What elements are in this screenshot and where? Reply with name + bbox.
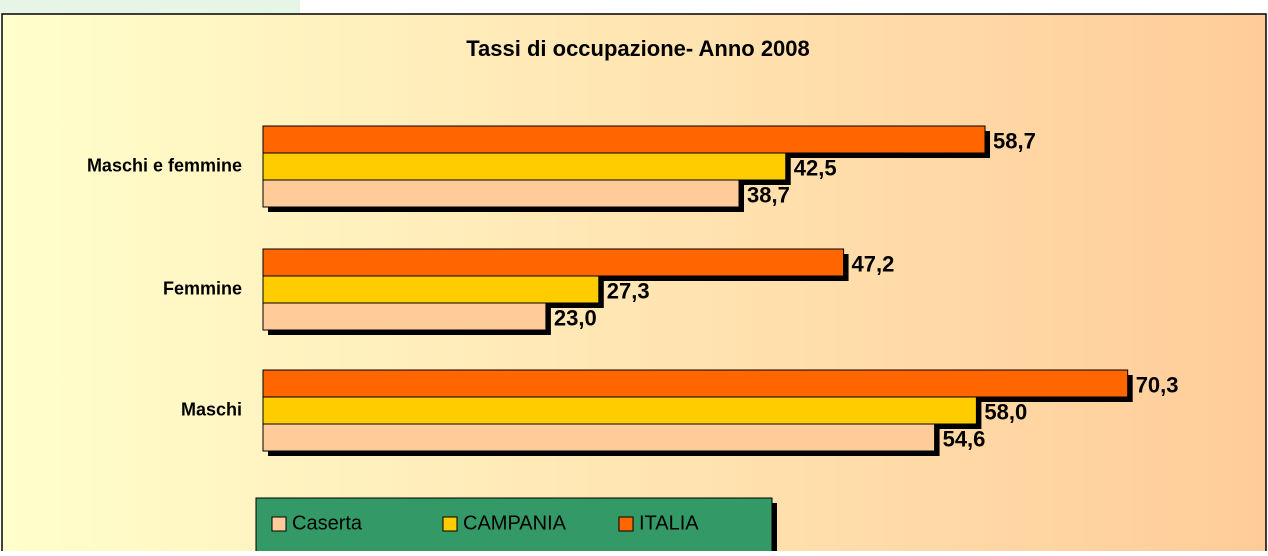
chart-title: Tassi di occupazione- Anno 2008 <box>466 36 810 61</box>
data-label: 70,3 <box>1136 372 1179 397</box>
legend-label: ITALIA <box>639 512 699 534</box>
legend-label: CAMPANIA <box>463 512 567 534</box>
bar <box>262 248 845 277</box>
data-label: 47,2 <box>852 251 895 276</box>
bar <box>262 152 787 181</box>
data-label: 54,6 <box>943 426 986 451</box>
y-tick-label: Maschi <box>181 399 242 419</box>
data-label: 27,3 <box>607 278 650 303</box>
data-label: 58,0 <box>984 399 1027 424</box>
data-label: 42,5 <box>794 155 837 180</box>
bar <box>262 179 740 208</box>
legend-label: Caserta <box>292 512 363 534</box>
legend-marker <box>618 516 634 532</box>
data-label: 23,0 <box>554 305 597 330</box>
bar <box>262 302 547 331</box>
y-tick-label: Maschi e femmine <box>87 155 242 175</box>
bar <box>262 423 936 452</box>
y-tick-label: Femmine <box>163 278 242 298</box>
bar <box>262 275 600 304</box>
corner-panel <box>0 0 300 14</box>
legend-marker <box>442 516 458 532</box>
chart-area <box>1 13 1267 555</box>
legend <box>255 497 773 555</box>
bar <box>262 396 977 425</box>
bar <box>262 369 1129 398</box>
data-label: 38,7 <box>747 182 790 207</box>
data-label: 58,7 <box>993 128 1036 153</box>
bar <box>262 125 986 154</box>
legend-marker <box>271 516 287 532</box>
